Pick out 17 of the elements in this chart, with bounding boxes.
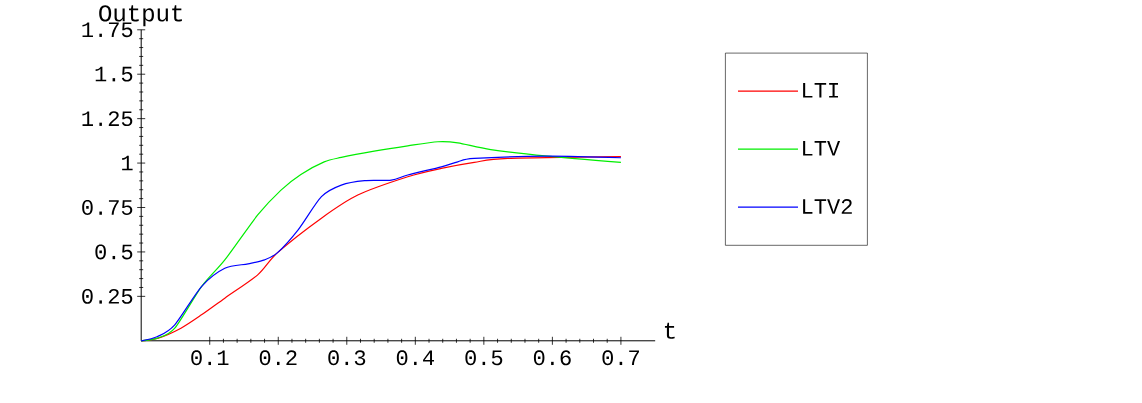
legend-label: LTV2 [803,199,852,214]
y-tick-label: 0.25 [82,288,133,304]
x-tick-label: 0.6 [533,350,571,366]
legend-label: LTI [803,83,838,98]
y-tick-label: 1.25 [82,111,133,127]
y-tick-label: 0.5 [95,244,133,260]
x-axis-title: t [664,322,675,339]
x-tick-label: 0.1 [191,350,229,366]
y-tick-label: 1 [122,155,133,171]
legend-label: LTV [803,141,841,156]
x-tick-label: 0.2 [259,350,297,366]
x-tick-label: 0.3 [328,350,366,366]
y-tick-label: 0.75 [82,200,133,215]
x-tick-label: 0.7 [602,350,639,366]
y-tick-label: 1.5 [95,66,133,82]
x-tick-label: 0.5 [465,350,503,366]
x-tick-label: 0.4 [396,350,435,366]
